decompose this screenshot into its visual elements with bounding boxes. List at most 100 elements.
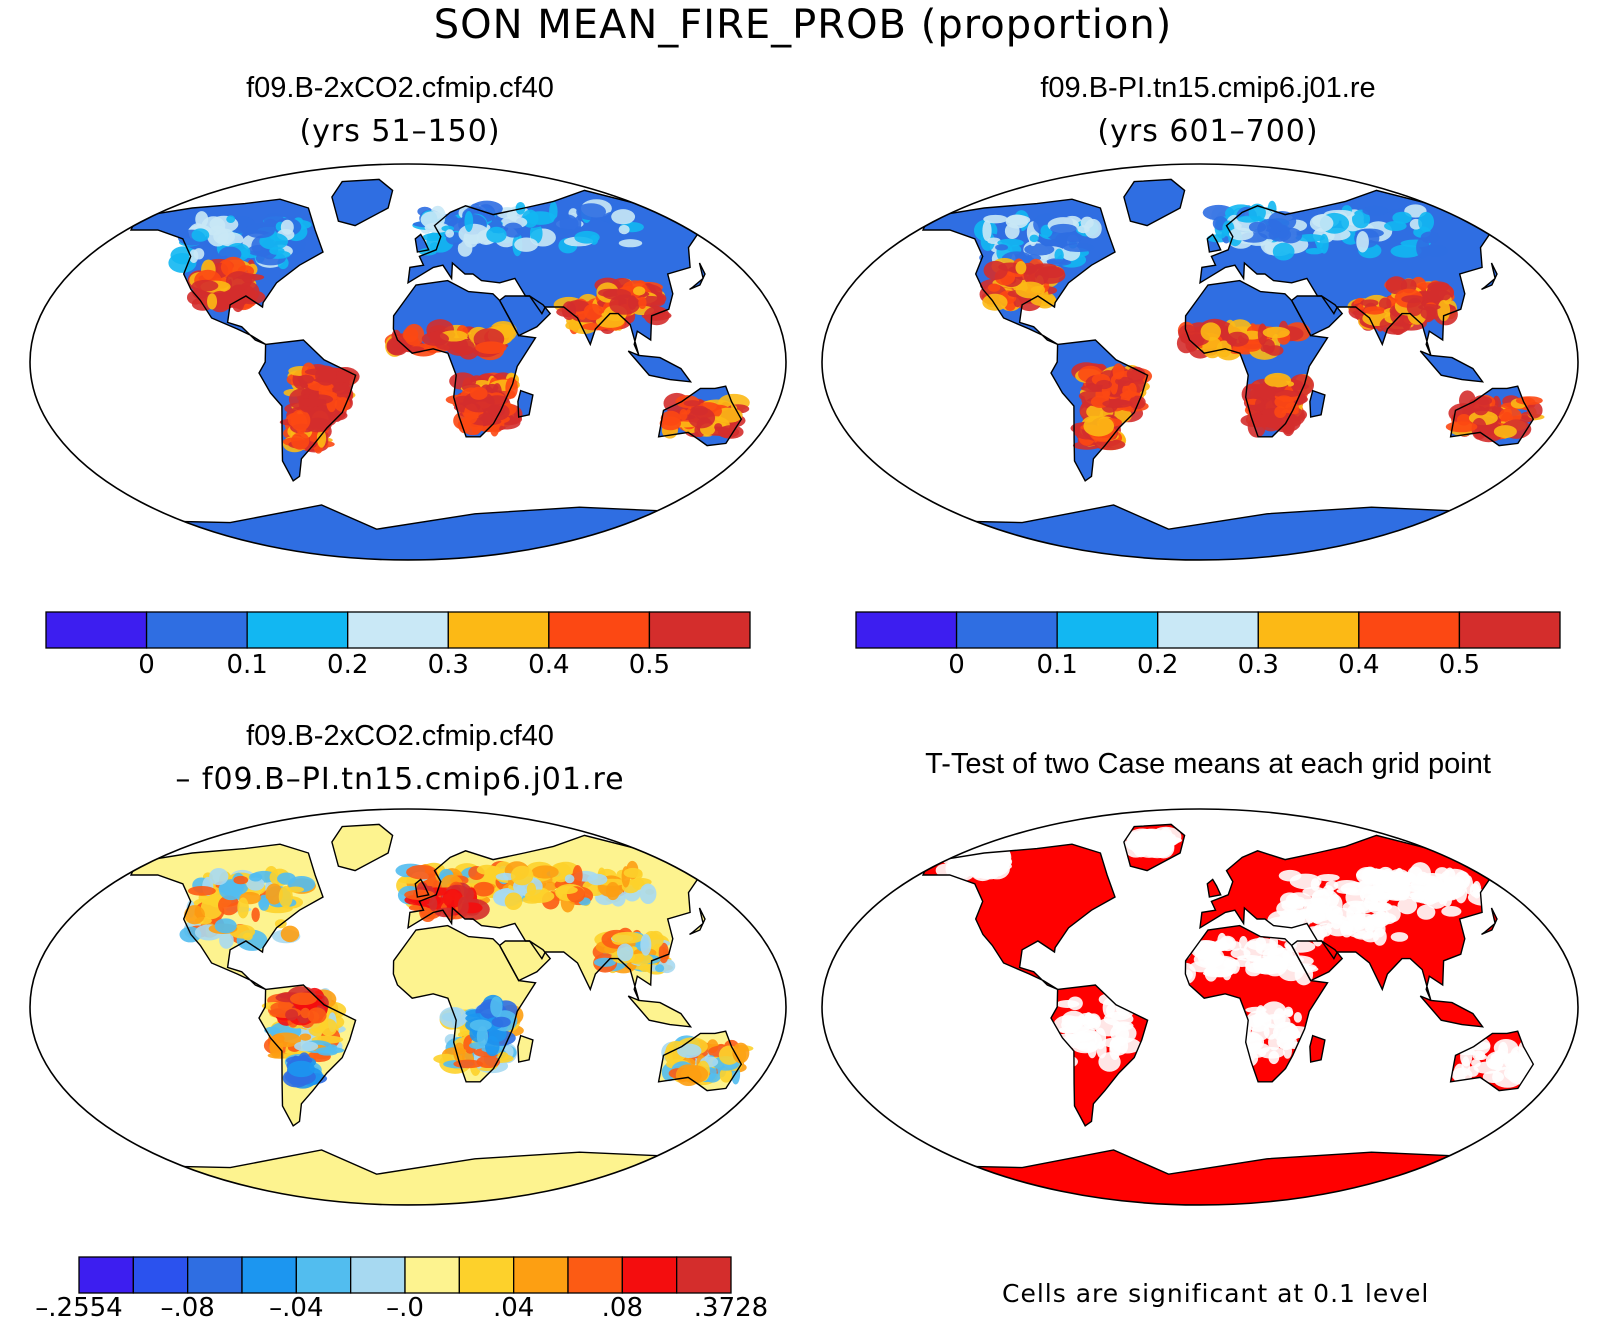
- field-patch: [1029, 234, 1039, 243]
- field-patch: [1515, 396, 1543, 405]
- field-patch: [280, 925, 300, 943]
- map-case2: [821, 163, 1579, 561]
- field-patch: [1004, 223, 1020, 240]
- field-patch: [683, 400, 701, 407]
- field-patch: [1272, 242, 1295, 261]
- field-patch: [616, 943, 634, 962]
- field-patch: [235, 296, 244, 309]
- field-patch: [1064, 232, 1083, 243]
- coastline: [657, 1030, 743, 1092]
- field-patch: [1493, 425, 1517, 438]
- field-patch: [1378, 297, 1392, 311]
- field-patch: [1498, 1041, 1509, 1060]
- coastline: [921, 198, 1116, 346]
- colorbar-swatch: [246, 611, 349, 649]
- landmass-indonesia: [628, 996, 691, 1027]
- field-patch: [618, 239, 643, 248]
- colorbar-tick-label: 0.1: [1036, 650, 1078, 680]
- field-patch: [983, 260, 1008, 280]
- field-patch: [574, 230, 600, 244]
- field-patch: [1303, 926, 1328, 941]
- colorbar-diff-ticks: –.2554 –.08 –.04 –.0 .04 .08 .3728: [35, 1293, 768, 1327]
- field-patch: [1272, 390, 1301, 398]
- field-patch: [1274, 405, 1287, 419]
- field-patch: [189, 249, 199, 263]
- colorbar-swatch: [241, 1256, 297, 1294]
- field-patch: [1507, 1063, 1532, 1085]
- field-patch: [218, 879, 243, 901]
- landmass-madagascar: [1309, 1035, 1325, 1062]
- field-patch: [514, 237, 539, 252]
- map-border: [29, 808, 787, 1206]
- field-patch: [1305, 247, 1324, 255]
- field-patch: [1437, 876, 1459, 896]
- map-border: [29, 163, 787, 561]
- colorbar-swatch: [567, 1256, 623, 1294]
- field-patch: [386, 336, 407, 355]
- colorbar-tick-label: 0.2: [327, 650, 369, 680]
- map-border: [821, 808, 1579, 1206]
- coastline: [517, 1034, 534, 1063]
- field-patch: [1372, 927, 1387, 946]
- colorbar-tick-label: –.08: [160, 1293, 215, 1323]
- field-patch: [681, 1070, 702, 1082]
- field-patch: [718, 425, 744, 439]
- field-patch: [455, 345, 474, 355]
- field-patch: [188, 886, 216, 896]
- field-patch: [404, 889, 435, 900]
- field-patch: [633, 286, 646, 296]
- field-patch: [648, 930, 664, 949]
- field-patch: [542, 881, 558, 891]
- field-patch: [1412, 889, 1444, 904]
- field-patch: [1115, 996, 1132, 1017]
- field-patch: [1055, 1000, 1080, 1008]
- field-patch: [233, 875, 249, 885]
- field-patch: [334, 397, 351, 412]
- figure-title: SON MEAN_FIRE_PROB (proportion): [433, 2, 1173, 48]
- field-patch: [503, 222, 524, 238]
- field-patch: [439, 1006, 468, 1028]
- field-patch: [1311, 897, 1328, 905]
- field-patch: [1061, 1010, 1086, 1030]
- coastline: [1419, 995, 1485, 1028]
- panel-diff-subtitle: – f09.B–PI.tn15.cmip6.j01.re: [175, 762, 625, 797]
- colorbar-swatch: [855, 611, 958, 649]
- map-diff: [29, 808, 787, 1206]
- field-patch: [1063, 242, 1095, 253]
- field-patch: [1445, 421, 1478, 433]
- field-patch: [473, 881, 495, 897]
- field-patch: [1015, 261, 1027, 275]
- coastline: [407, 834, 745, 1001]
- coastline: [1206, 878, 1222, 898]
- field-patch: [297, 374, 315, 384]
- field-patch: [1352, 209, 1371, 229]
- colorbar-swatch: [1358, 611, 1461, 649]
- field-patch: [219, 931, 234, 949]
- coastline: [1309, 1034, 1326, 1063]
- field-patch: [1366, 923, 1375, 935]
- field-patch: [315, 365, 337, 386]
- map-border: [821, 163, 1579, 561]
- coastline: [1539, 444, 1573, 464]
- coastline: [1123, 178, 1186, 227]
- field-patch: [1426, 289, 1452, 302]
- field-patch: [639, 963, 653, 972]
- colorbar-tick-label: 0.4: [1338, 650, 1380, 680]
- field-patch: [1362, 932, 1379, 943]
- field-patch: [1096, 379, 1112, 390]
- field-patch: [434, 907, 457, 918]
- colorbar-swatch: [458, 1256, 515, 1294]
- field-patch: [246, 877, 265, 891]
- field-patch: [504, 892, 523, 910]
- coastline: [920, 504, 1512, 560]
- field-patch: [1437, 299, 1451, 322]
- field-patch: [1277, 960, 1305, 982]
- field-patch: [429, 896, 438, 912]
- landmass-greenland: [1123, 179, 1185, 226]
- colorbar-diff: [78, 1256, 732, 1294]
- field-patch: [1274, 395, 1294, 409]
- field-patch: [732, 1042, 750, 1064]
- field-patch: [1356, 231, 1369, 253]
- colorbar-swatch: [187, 1256, 243, 1294]
- field-patch: [457, 896, 469, 916]
